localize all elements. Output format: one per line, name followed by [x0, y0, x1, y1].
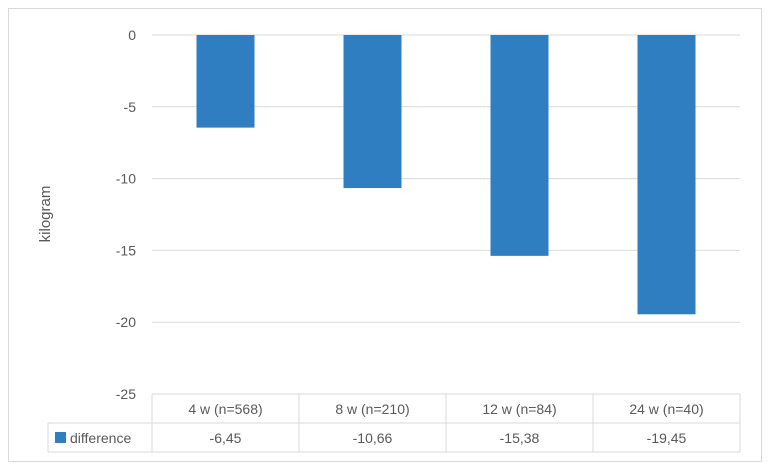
bar — [637, 35, 696, 315]
x-tick-label: 24 w (n=40) — [629, 401, 703, 417]
y-tick-label: 0 — [128, 27, 136, 43]
bars — [196, 35, 696, 315]
y-tick-label: -10 — [116, 171, 136, 187]
bar — [343, 35, 402, 189]
data-label: -10,66 — [353, 430, 393, 446]
legend-swatch — [55, 432, 66, 443]
data-table: 4 w (n=568) -6,45 8 w (n=210) -10,66 12 w (n… — [47, 393, 741, 453]
y-axis-label: kilogram — [37, 186, 54, 243]
x-tick-label: 12 w (n=84) — [482, 401, 556, 417]
y-tick-label: -15 — [116, 242, 136, 258]
bar — [490, 35, 549, 256]
legend-label: difference — [70, 430, 131, 446]
y-tick-label: -25 — [116, 386, 136, 402]
y-tick-label: -5 — [124, 99, 137, 115]
y-tick-label: -20 — [116, 314, 136, 330]
x-tick-label: 4 w (n=568) — [188, 401, 262, 417]
data-label: -6,45 — [210, 430, 242, 446]
bar — [196, 35, 255, 128]
x-tick-label: 8 w (n=210) — [335, 401, 409, 417]
y-tick-labels: 0 -5 -10 -15 -20 -25 — [116, 27, 136, 402]
data-label: -19,45 — [647, 430, 687, 446]
data-label: -15,38 — [500, 430, 540, 446]
